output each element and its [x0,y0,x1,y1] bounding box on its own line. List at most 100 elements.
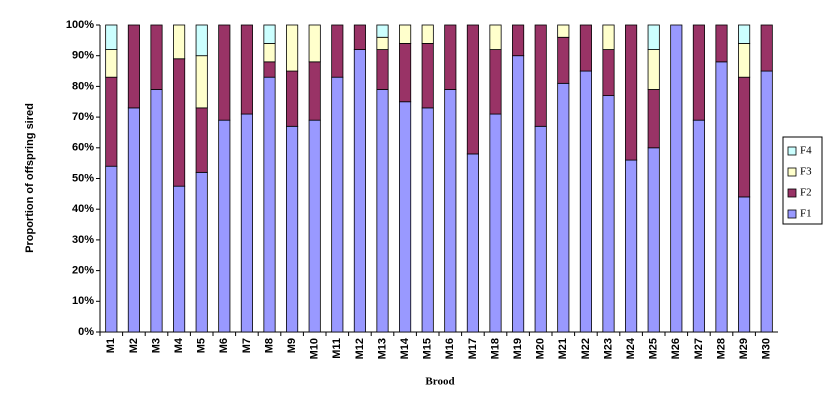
bar-segment [534,24,547,127]
bar-segment [195,24,208,57]
bar-segment [173,185,186,333]
x-tick-label: M7 [241,338,253,353]
legend-swatch [787,209,797,219]
bar-segment [444,24,457,90]
x-tick-label: M26 [670,338,682,359]
y-tick-label: 40% [72,203,94,215]
bar-segment [738,76,751,198]
bar-segment [173,58,186,187]
bar-segment [376,89,389,333]
x-tick-label: M18 [489,338,501,359]
bar-segment [715,24,728,63]
bar-segment [263,61,276,78]
bar-segment [760,70,773,333]
bar-segment [647,24,660,50]
bar-segment [579,24,592,72]
y-tick-label: 100% [66,19,94,31]
x-tick-label: M17 [467,338,479,359]
x-tick-label: M29 [738,338,750,359]
bar-segment [399,43,412,103]
y-tick-label: 20% [72,265,94,277]
bar-segment [263,43,276,63]
bar-segment [353,24,366,50]
legend-label: F3 [800,166,812,178]
bar-segment [331,76,344,333]
bar-segment [308,61,321,121]
bar-segment [625,159,638,333]
x-tick-label: M16 [444,338,456,359]
bar-segment [286,24,299,72]
x-tick-label: M13 [376,338,388,359]
bar-segment [738,43,751,78]
bar-segment [489,24,502,50]
bar-segment [127,107,140,333]
bar-segment [376,49,389,90]
y-tick-label: 10% [72,295,94,307]
bar-segment [466,24,479,155]
bar-segment [421,107,434,333]
x-tick-label: M24 [625,337,637,359]
bar-segment [579,70,592,333]
legend-swatch [787,146,797,156]
bar-segment [602,95,615,333]
bar-segment [489,113,502,333]
bar-segment [240,113,253,333]
bar-segment [670,24,683,333]
bar-segment [489,49,502,115]
bar-segment [105,49,118,78]
x-tick-label: M8 [263,338,275,353]
x-tick-label: M21 [557,338,569,359]
y-tick-label: 50% [72,172,94,184]
x-tick-label: M9 [286,338,298,353]
bar-segment [286,125,299,333]
bar-segment [105,24,118,50]
x-tick-label: M14 [399,337,411,359]
bar-segment [602,24,615,50]
bar-segment [647,147,660,333]
legend-swatch [787,188,797,198]
bar-segment [150,24,163,90]
x-axis-label: Brood [425,376,454,388]
x-tick-label: M23 [602,338,614,359]
bar-segment [421,43,434,109]
bar-segment [738,196,751,333]
x-tick-label: M5 [196,338,208,353]
x-tick-label: M2 [128,338,140,353]
y-tick-label: 0% [78,326,94,338]
bar-segment [399,101,412,333]
bar-segment [557,82,570,333]
bar-segment [353,49,366,333]
bar-segment [218,119,231,333]
bar-segment [512,55,525,333]
x-tick-label: M12 [354,338,366,359]
bar-segment [444,89,457,333]
bar-segment [534,125,547,333]
bar-segment [692,119,705,333]
bar-segment [286,70,299,127]
y-tick-label: 60% [72,142,94,154]
y-tick-label: 80% [72,80,94,92]
x-tick-label: M4 [173,337,185,353]
bar-segment [173,24,186,60]
bar-segment [466,153,479,333]
bar-segment [105,76,118,167]
bar-segment [738,24,751,44]
y-tick-label: 70% [72,111,94,123]
bar-segment [399,24,412,44]
x-tick-label: M3 [150,338,162,353]
x-tick-label: M19 [512,338,524,359]
bar-segment [308,119,321,333]
y-axis-label: Proportion of offspring sired [24,103,36,253]
bar-segment [263,76,276,333]
bar-segment [195,107,208,173]
bar-segment [647,49,660,90]
x-tick-label: M6 [218,338,230,353]
y-tick-label: 90% [72,50,94,62]
bar-segment [263,24,276,44]
bar-segment [308,24,321,63]
legend-swatch [787,167,797,177]
x-tick-label: M1 [105,338,117,353]
bar-segment [240,24,253,115]
